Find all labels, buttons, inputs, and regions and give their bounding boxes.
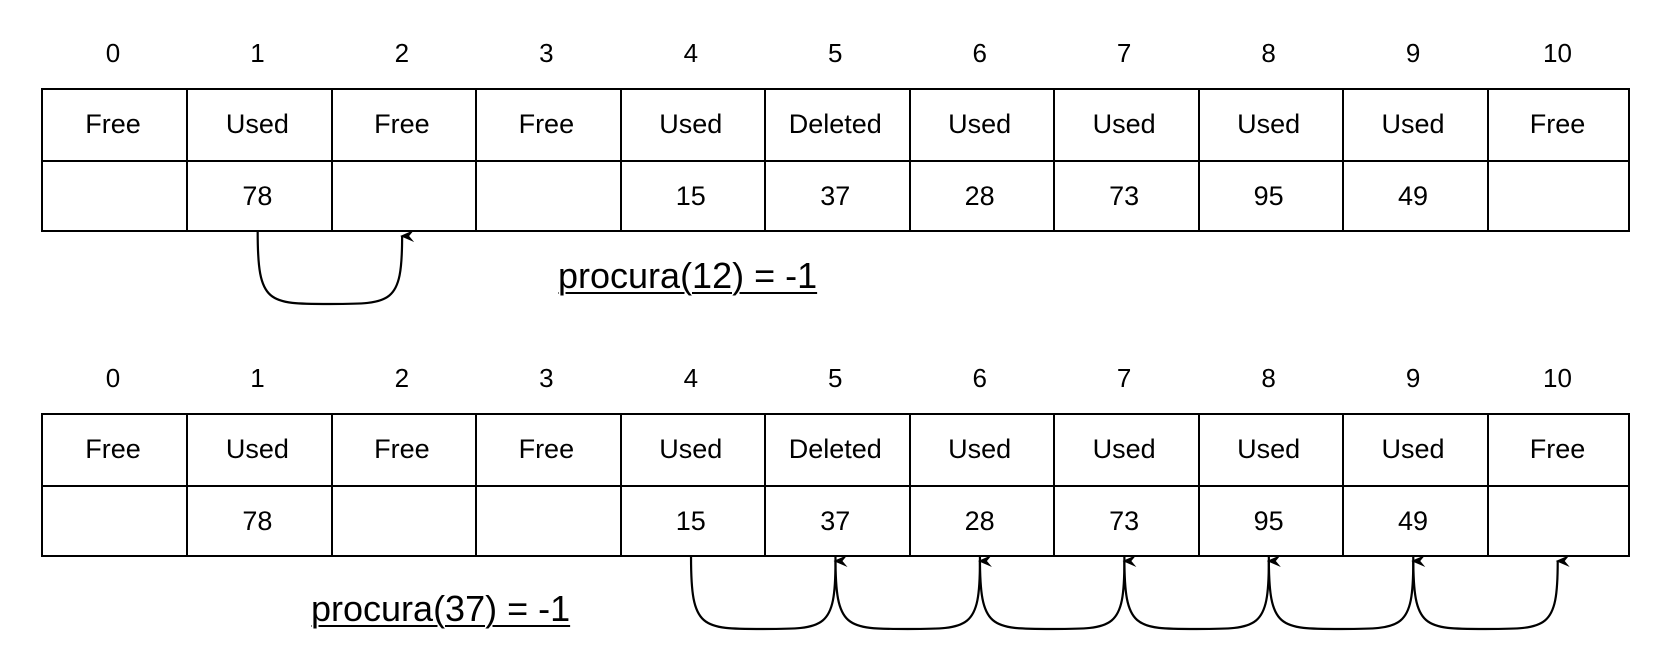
slot-value: 37 bbox=[820, 505, 851, 536]
probe-arrow bbox=[1123, 555, 1281, 631]
slot-state: Used bbox=[948, 433, 1012, 464]
column-divider bbox=[619, 90, 622, 230]
probe-arrow bbox=[689, 555, 848, 631]
row-divider bbox=[43, 160, 1628, 162]
slot-state: Deleted bbox=[788, 433, 882, 464]
column-divider bbox=[1342, 90, 1345, 230]
slot-state: Used bbox=[1092, 433, 1156, 464]
slot-index: 2 bbox=[394, 38, 410, 68]
slot-index: 10 bbox=[1543, 38, 1572, 68]
slot-state: Free bbox=[374, 433, 430, 464]
slot-value: 15 bbox=[675, 180, 706, 211]
slot-value: 28 bbox=[964, 180, 995, 211]
slot-index: 0 bbox=[105, 363, 121, 393]
slot-value: 95 bbox=[1253, 180, 1284, 211]
slot-value: 15 bbox=[675, 505, 706, 536]
slot-value: 37 bbox=[820, 180, 851, 211]
slot-index: 1 bbox=[250, 38, 265, 68]
column-divider bbox=[1486, 90, 1489, 230]
column-divider bbox=[1486, 415, 1489, 555]
slot-state: Free bbox=[1529, 433, 1586, 464]
slot-index: 8 bbox=[1261, 363, 1276, 393]
slot-index: 5 bbox=[828, 38, 843, 68]
slot-index: 6 bbox=[972, 38, 987, 68]
slot-index: 4 bbox=[683, 363, 699, 393]
slot-index: 9 bbox=[1405, 38, 1421, 68]
row-divider bbox=[43, 485, 1628, 487]
slot-state: Used bbox=[1237, 108, 1301, 139]
slot-state: Deleted bbox=[788, 108, 882, 139]
column-divider bbox=[186, 90, 189, 230]
slot-state: Free bbox=[518, 433, 575, 464]
slot-state: Used bbox=[225, 108, 289, 139]
slot-state: Used bbox=[1381, 108, 1445, 139]
slot-value: 73 bbox=[1109, 505, 1140, 536]
probe-arrow bbox=[978, 555, 1137, 631]
slot-index: 7 bbox=[1116, 38, 1132, 68]
slot-index: 6 bbox=[972, 363, 987, 393]
slot-state: Free bbox=[1529, 108, 1586, 139]
search-caption-2: procura(37) = -1 bbox=[311, 588, 571, 629]
column-divider bbox=[619, 415, 622, 555]
slot-index: 8 bbox=[1261, 38, 1276, 68]
column-divider bbox=[908, 90, 911, 230]
slot-state: Used bbox=[948, 108, 1012, 139]
column-divider bbox=[1197, 90, 1200, 230]
column-divider bbox=[1053, 90, 1056, 230]
probe-arrow bbox=[1267, 555, 1426, 631]
slot-state: Free bbox=[518, 108, 575, 139]
slot-state: Free bbox=[85, 433, 141, 464]
column-divider bbox=[764, 90, 767, 230]
slot-state: Free bbox=[85, 108, 141, 139]
slot-index: 9 bbox=[1405, 363, 1421, 393]
slot-state: Used bbox=[659, 108, 723, 139]
slot-state: Used bbox=[659, 433, 723, 464]
column-divider bbox=[330, 90, 333, 230]
slot-value: 49 bbox=[1398, 505, 1429, 536]
slot-index: 10 bbox=[1543, 363, 1572, 393]
slot-value: 78 bbox=[242, 505, 273, 536]
slot-index: 2 bbox=[394, 363, 410, 393]
slot-state: Free bbox=[374, 108, 430, 139]
search-caption-1: procura(12) = -1 bbox=[558, 255, 818, 296]
slot-state: Used bbox=[1381, 433, 1445, 464]
slot-index: 0 bbox=[105, 38, 121, 68]
column-divider bbox=[764, 415, 767, 555]
slot-value: 73 bbox=[1109, 180, 1140, 211]
probe-arrow bbox=[1412, 555, 1570, 631]
probe-arrow bbox=[834, 555, 992, 631]
slot-value: 28 bbox=[964, 505, 995, 536]
slot-value: 95 bbox=[1253, 505, 1284, 536]
probe-arrow bbox=[256, 230, 415, 306]
slot-index: 1 bbox=[250, 363, 265, 393]
column-divider bbox=[475, 90, 478, 230]
slot-index: 3 bbox=[539, 363, 554, 393]
slot-state: Used bbox=[1237, 433, 1301, 464]
slot-state: Used bbox=[225, 433, 289, 464]
slot-state: Used bbox=[1092, 108, 1156, 139]
slot-index: 3 bbox=[539, 38, 554, 68]
slot-value: 49 bbox=[1398, 180, 1429, 211]
column-divider bbox=[1053, 415, 1056, 555]
slot-index: 5 bbox=[828, 363, 843, 393]
column-divider bbox=[1342, 415, 1345, 555]
slot-index: 4 bbox=[683, 38, 699, 68]
column-divider bbox=[475, 415, 478, 555]
table-grid-1 bbox=[41, 88, 1630, 232]
column-divider bbox=[1197, 415, 1200, 555]
column-divider bbox=[186, 415, 189, 555]
slot-value: 78 bbox=[242, 180, 273, 211]
column-divider bbox=[908, 415, 911, 555]
column-divider bbox=[330, 415, 333, 555]
slot-index: 7 bbox=[1116, 363, 1132, 393]
